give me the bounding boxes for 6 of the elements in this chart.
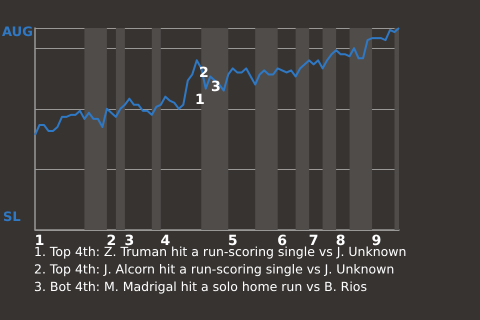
text: 3. Bot 4th: M. Madrigal hit a solo home run vs B. Rios [34, 279, 367, 294]
text: 2. Top 4th: J. Alcorn hit a run-scoring single vs J. Unknown [34, 262, 394, 276]
annotation: 1 [195, 92, 205, 108]
text: SL [3, 210, 21, 225]
text: AUG [2, 25, 33, 40]
annotation: 3 [211, 79, 221, 95]
